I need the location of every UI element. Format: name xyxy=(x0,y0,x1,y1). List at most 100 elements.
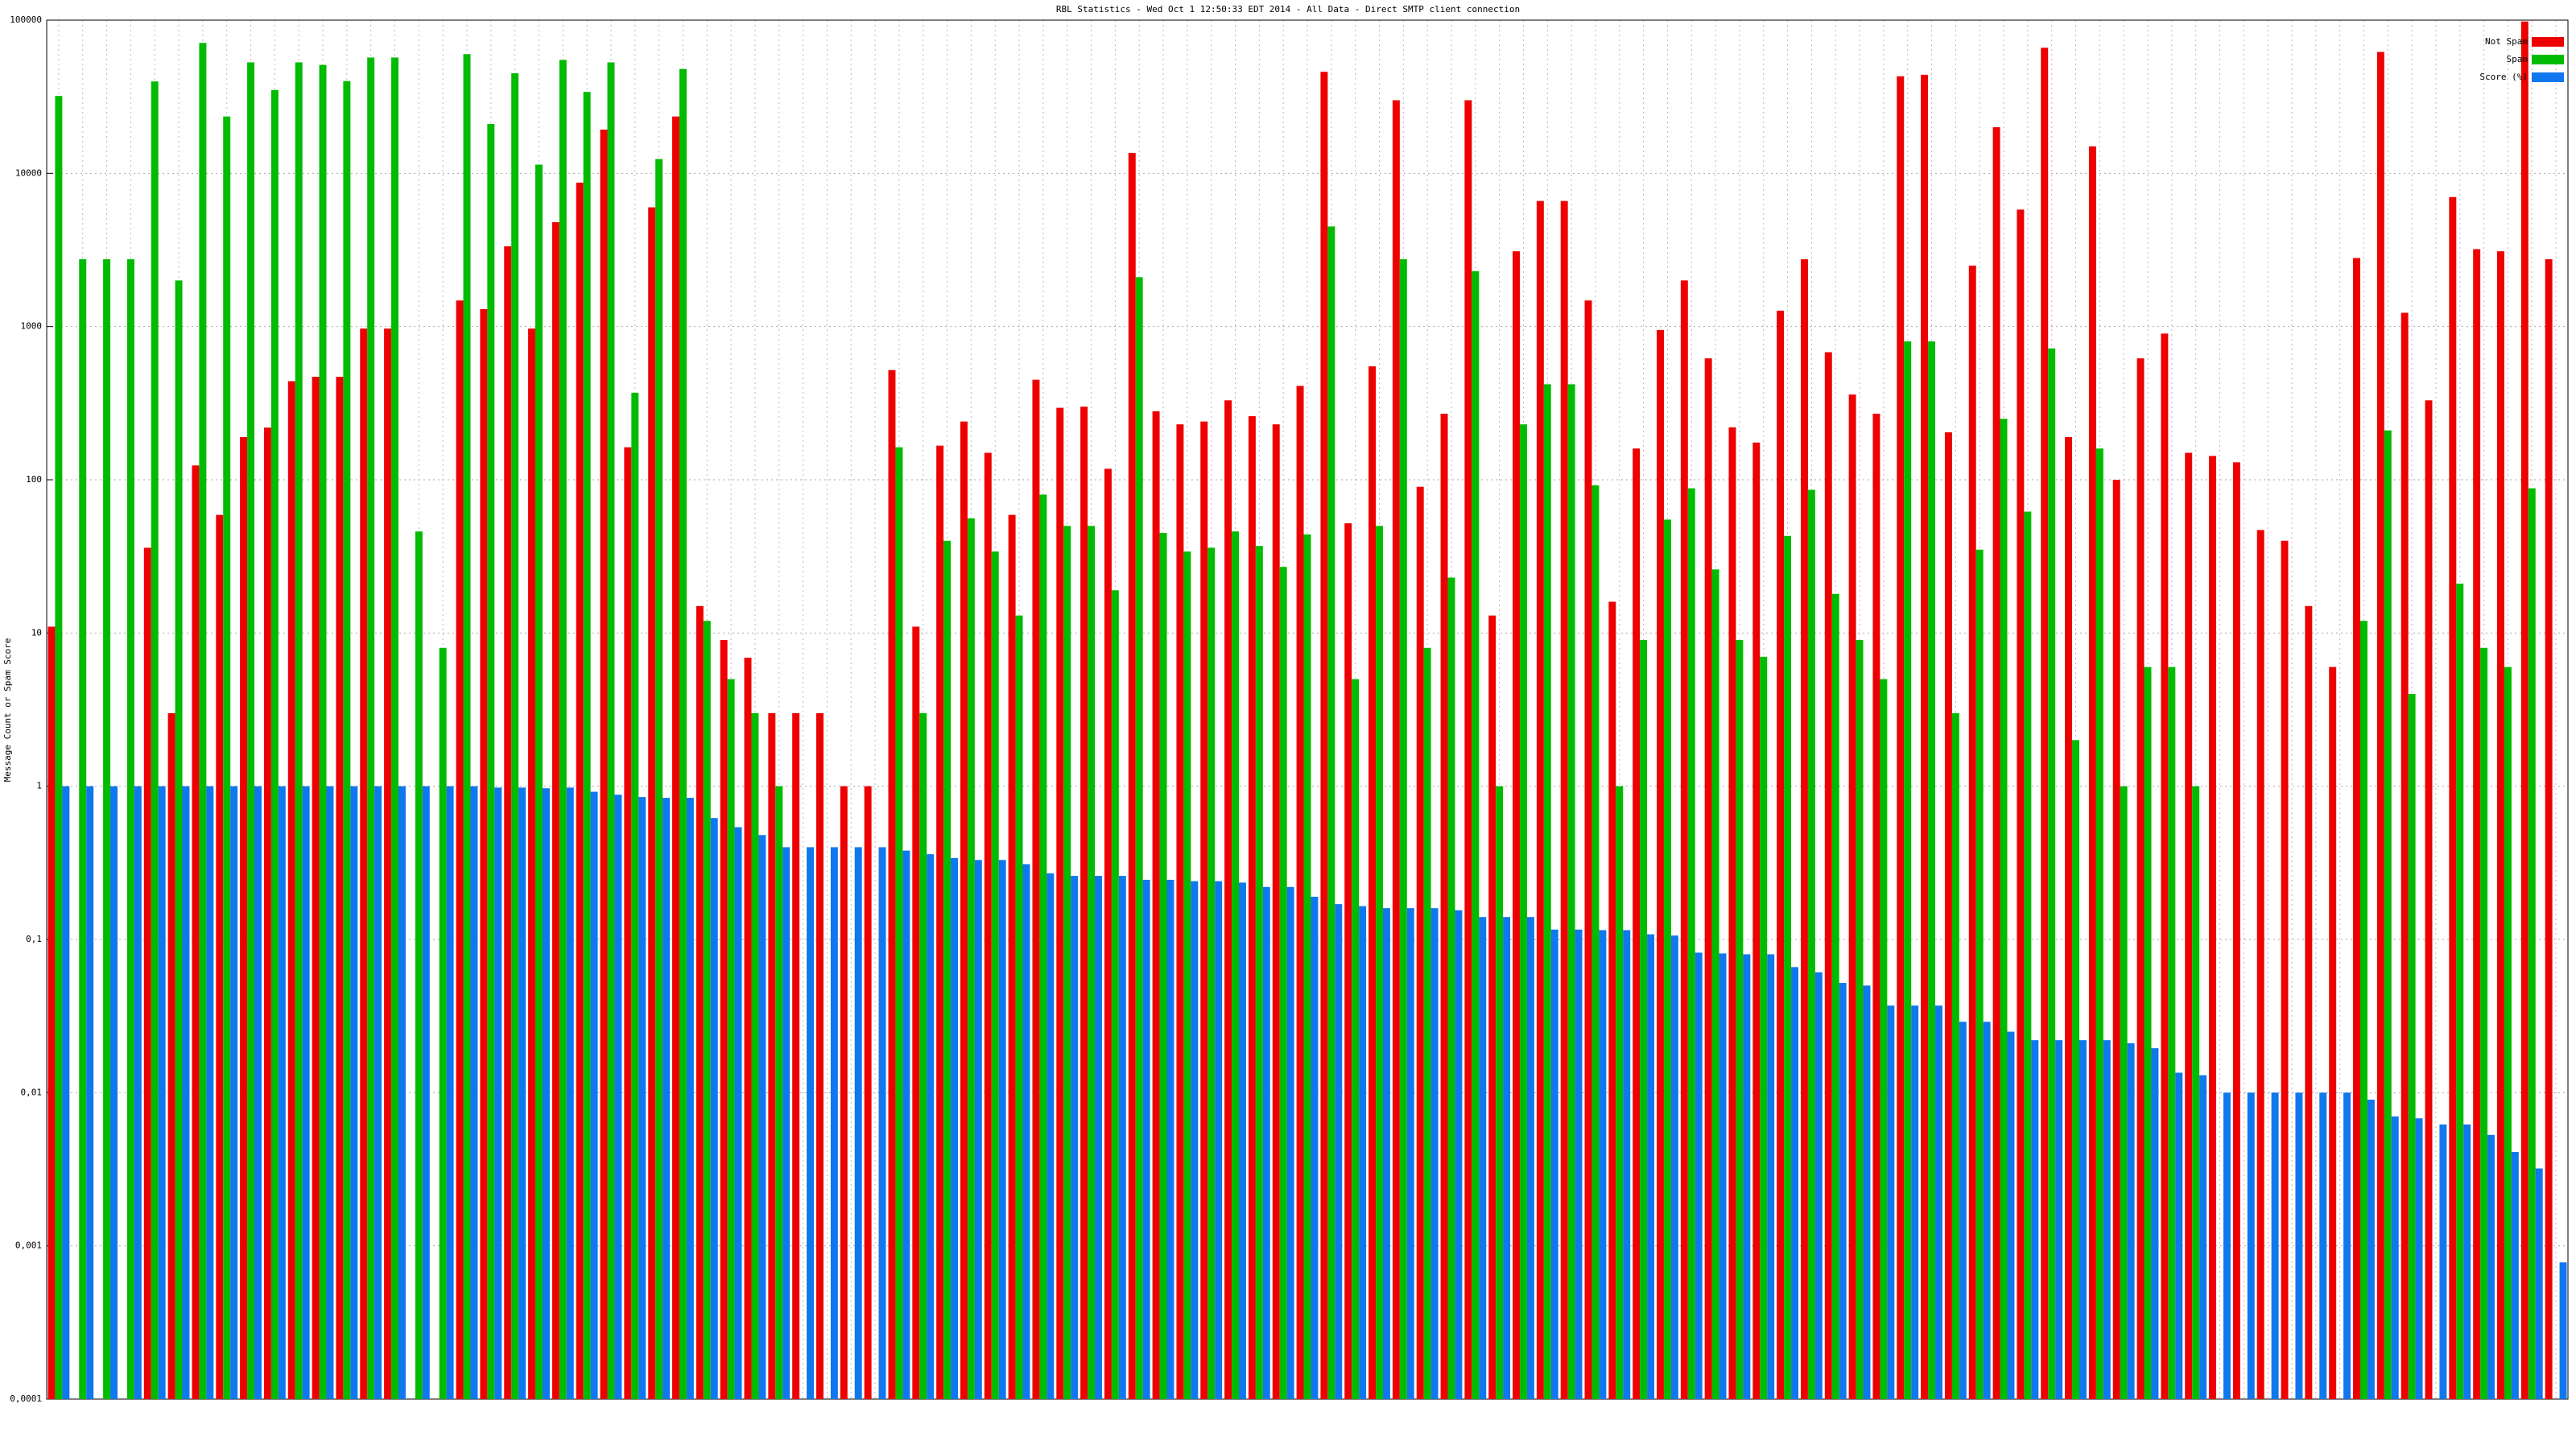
bar xyxy=(768,712,776,1399)
bar xyxy=(1152,411,1160,1400)
bar xyxy=(1975,549,1984,1399)
bar xyxy=(631,392,639,1399)
bar xyxy=(1272,424,1280,1399)
bar xyxy=(1777,310,1785,1399)
bar xyxy=(1633,448,1641,1399)
bar xyxy=(158,786,166,1399)
bar xyxy=(2079,1040,2087,1399)
bar xyxy=(2247,1092,2255,1399)
bar xyxy=(2127,1043,2135,1399)
bar xyxy=(775,786,783,1399)
legend-label: Spam xyxy=(2507,54,2529,64)
bar xyxy=(1472,270,1480,1399)
bar xyxy=(2415,1118,2423,1399)
bar xyxy=(535,164,543,1399)
bar xyxy=(943,540,952,1400)
bar xyxy=(1616,786,1624,1399)
bar xyxy=(792,712,800,1399)
bar xyxy=(590,791,598,1399)
bar xyxy=(206,786,214,1399)
y-tick-label: 10000 xyxy=(15,167,42,178)
bar xyxy=(967,518,975,1399)
bar xyxy=(360,328,368,1399)
bar xyxy=(878,847,886,1399)
bar xyxy=(1447,577,1455,1399)
bar xyxy=(494,787,502,1399)
bar xyxy=(1344,523,1352,1400)
bar xyxy=(2376,52,2384,1400)
bar xyxy=(2048,348,2056,1399)
bar xyxy=(151,81,159,1399)
bar xyxy=(2017,209,2025,1400)
bar xyxy=(270,89,279,1399)
bar xyxy=(312,377,320,1399)
bar xyxy=(607,62,615,1399)
bar xyxy=(1657,329,1664,1399)
bar xyxy=(1513,251,1520,1399)
bar xyxy=(2223,1092,2231,1399)
bar xyxy=(2103,1040,2111,1399)
legend-swatch xyxy=(2532,55,2564,64)
bar xyxy=(2511,1152,2519,1399)
bar xyxy=(1296,386,1304,1399)
bar xyxy=(2497,251,2504,1399)
bar xyxy=(1071,876,1079,1399)
bar xyxy=(343,80,351,1400)
bar xyxy=(1008,514,1016,1399)
bar xyxy=(1831,593,1839,1399)
bar xyxy=(1959,1022,1967,1399)
bar xyxy=(367,57,375,1400)
bar xyxy=(1928,341,1936,1400)
bar xyxy=(1904,341,1912,1400)
bar xyxy=(638,797,646,1399)
bar xyxy=(2353,258,2360,1399)
bar xyxy=(895,447,903,1399)
bar xyxy=(1944,432,1952,1399)
bar xyxy=(655,159,663,1399)
bar xyxy=(2391,1116,2399,1399)
bar xyxy=(1376,526,1383,1399)
bar xyxy=(463,54,471,1399)
bar xyxy=(1279,567,1287,1399)
bar xyxy=(614,795,622,1399)
bar xyxy=(1897,76,1905,1399)
bar xyxy=(807,847,815,1399)
bar xyxy=(2151,1048,2159,1399)
bar xyxy=(1327,226,1335,1399)
bar xyxy=(1584,300,1592,1399)
bar xyxy=(1791,967,1798,1399)
bar xyxy=(2120,786,2128,1399)
bar xyxy=(830,847,838,1399)
bar xyxy=(384,328,392,1399)
bar xyxy=(1095,876,1102,1399)
bar xyxy=(2168,667,2176,1399)
bar xyxy=(1968,265,1976,1399)
bar xyxy=(816,712,824,1399)
bar xyxy=(528,328,536,1399)
bar xyxy=(1080,407,1088,1399)
bar xyxy=(600,129,608,1399)
bar xyxy=(1760,656,1768,1399)
bar xyxy=(1519,424,1527,1399)
bar xyxy=(2343,1092,2351,1399)
bar xyxy=(1623,930,1631,1399)
bar xyxy=(1399,259,1407,1399)
bar xyxy=(504,246,512,1400)
bar xyxy=(1320,72,1328,1399)
bar xyxy=(518,787,526,1399)
bar xyxy=(2175,1072,2183,1399)
bar xyxy=(1711,569,1719,1399)
bar xyxy=(2136,358,2145,1400)
bar xyxy=(1856,640,1864,1399)
bar xyxy=(1455,910,1463,1399)
bar xyxy=(1046,873,1055,1399)
bar xyxy=(2072,740,2079,1399)
bar xyxy=(912,626,920,1399)
bar xyxy=(1423,647,1431,1399)
bar xyxy=(456,300,464,1399)
bar xyxy=(2185,452,2193,1400)
bar xyxy=(710,818,718,1399)
bar xyxy=(1200,421,1208,1400)
bar xyxy=(1935,1005,1942,1399)
bar xyxy=(1591,485,1600,1400)
